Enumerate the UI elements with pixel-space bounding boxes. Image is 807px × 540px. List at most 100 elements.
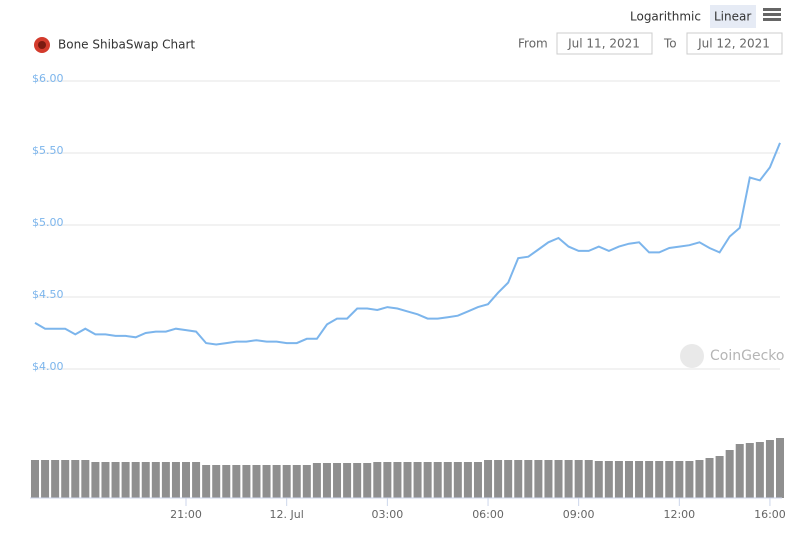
x-tick-label: 06:00 (472, 508, 504, 521)
to-label: To (663, 37, 677, 51)
volume-bar (534, 460, 543, 498)
volume-bar (383, 462, 392, 498)
volume-bar (484, 460, 493, 498)
volume-bar (212, 465, 221, 498)
volume-bar (645, 461, 654, 498)
volume-bar (282, 465, 291, 498)
volume-bar (453, 462, 462, 498)
volume-bar (715, 456, 724, 498)
price-line (34, 142, 781, 346)
to-input[interactable] (686, 32, 783, 55)
volume-bar (665, 461, 674, 498)
x-tick-label: 12:00 (663, 508, 695, 521)
volume-bar (333, 463, 342, 498)
volume-bar (31, 460, 39, 498)
volume-bar (312, 463, 321, 498)
volume-bar (71, 460, 80, 498)
volume-bar (121, 462, 130, 498)
x-tick-label: 12. Jul (270, 508, 304, 521)
chart-title: Bone ShibaSwap Chart (58, 38, 195, 52)
y-tick-label: $5.50 (32, 144, 64, 157)
y-tick-label: $4.00 (32, 360, 64, 373)
y-tick-label: $6.00 (32, 72, 64, 85)
volume-bar (91, 462, 100, 498)
volume-bar (363, 463, 372, 498)
volume-bar (604, 461, 613, 498)
from-label: From (518, 37, 548, 51)
volume-bar (343, 463, 352, 498)
scale-button[interactable]: Linear (714, 10, 751, 24)
volume-bar (776, 438, 784, 498)
volume-bar (504, 460, 513, 498)
volume-bar (302, 465, 311, 498)
volume-bar (433, 462, 442, 498)
volume-bar (725, 450, 734, 498)
volume-bar (614, 461, 623, 498)
x-tick-label: 21:00 (170, 508, 202, 521)
volume-bar (494, 460, 503, 498)
volume-bar (624, 461, 633, 498)
from-date[interactable]: Jul 11, 2021 (567, 37, 640, 51)
volume-bar (564, 460, 573, 498)
volume-bar (322, 463, 331, 498)
volume-bar (222, 465, 231, 498)
menu-button[interactable] (763, 8, 781, 21)
coin-icon-inner (38, 41, 46, 49)
from-input[interactable] (556, 32, 653, 55)
volume-bar (373, 462, 382, 498)
volume-bar (423, 462, 432, 498)
volume-bar (463, 462, 472, 498)
x-tick-label: 09:00 (563, 508, 595, 521)
volume-bar (292, 465, 301, 498)
volume-bar (514, 460, 523, 498)
volume-bar (393, 462, 402, 498)
volume-bar (161, 462, 170, 498)
volume-bar (473, 462, 482, 498)
x-tick-label: 16:00 (754, 508, 786, 521)
volume-bar (695, 460, 704, 498)
volume-bar (675, 461, 684, 498)
volume-bar (101, 462, 110, 498)
volume-bar (584, 460, 593, 498)
to-date[interactable]: Jul 12, 2021 (697, 37, 770, 51)
volume-bar (171, 462, 180, 498)
volume-bar (655, 461, 664, 498)
volume-bar (765, 440, 774, 498)
scale-button[interactable]: Logarithmic (630, 10, 701, 24)
watermark-logo (680, 344, 704, 368)
volume-bar (131, 462, 140, 498)
volume-bar (51, 460, 60, 498)
volume-bar (61, 460, 70, 498)
volume-bar (151, 462, 160, 498)
volume-bar (594, 461, 603, 498)
volume-bar (443, 462, 452, 498)
volume-bar (635, 461, 644, 498)
x-tick-label: 03:00 (372, 508, 404, 521)
volume-bar (232, 465, 241, 498)
y-tick-label: $4.50 (32, 288, 64, 301)
volume-bar (41, 460, 50, 498)
volume-bar (544, 460, 553, 498)
menu-bar (763, 13, 781, 16)
volume-bar (554, 460, 563, 498)
volume-bar (81, 460, 90, 498)
volume-bar (242, 465, 251, 498)
scale-button-bg[interactable] (710, 5, 756, 28)
menu-bar (763, 18, 781, 21)
volume-bar (202, 465, 211, 498)
volume-bar (574, 460, 583, 498)
volume-bar (252, 465, 261, 498)
y-tick-label: $5.00 (32, 216, 64, 229)
volume-bar (413, 462, 422, 498)
volume-bar (403, 462, 412, 498)
volume-bar (353, 463, 362, 498)
volume-bar (524, 460, 533, 498)
volume-bar (705, 458, 714, 498)
volume-bar (745, 443, 754, 498)
volume-bar (111, 462, 120, 498)
volume-bar (272, 465, 281, 498)
volume-bar (735, 444, 744, 498)
volume-bar (685, 461, 694, 498)
